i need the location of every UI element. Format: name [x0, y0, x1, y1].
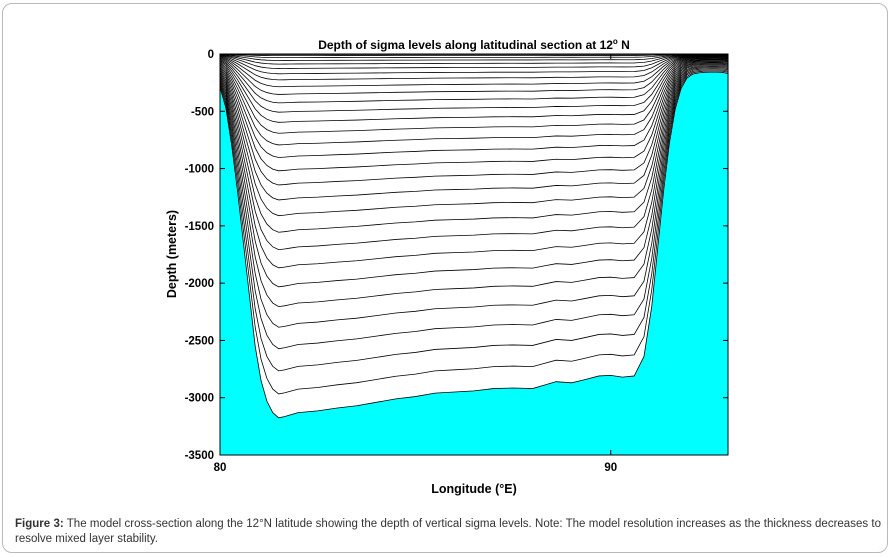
caption-text: The model cross-section along the 12°N l…	[15, 518, 881, 545]
x-tick-label: 80	[214, 462, 227, 474]
sigma-level-line	[220, 71, 728, 419]
y-tick-label: -500	[191, 106, 214, 118]
chart-title-suffix: N	[618, 38, 630, 52]
y-tick-label: 0	[208, 49, 214, 61]
sigma-level-line	[220, 54, 728, 69]
y-tick-label: -1000	[185, 164, 214, 176]
sigma-level-line	[220, 57, 728, 123]
y-axis-label: Depth (meters)	[165, 210, 179, 298]
sigma-level-line	[220, 54, 728, 75]
plot-frame	[219, 53, 729, 456]
sigma-level-line	[220, 58, 728, 146]
sigma-level-line	[220, 62, 728, 233]
sigma-level-line	[220, 57, 728, 134]
y-tick-label: -1500	[185, 221, 214, 233]
sigma-level-line	[220, 60, 728, 201]
sigma-level-line	[220, 56, 728, 104]
sigma-level-line	[220, 68, 728, 350]
y-tick-label: -3500	[185, 450, 214, 462]
y-tick-label: -2500	[185, 335, 214, 347]
sigma-level-line	[220, 63, 728, 251]
sigma-level-line	[220, 65, 728, 288]
sigma-level-line	[220, 67, 728, 328]
chart-title-degree: o	[613, 37, 618, 46]
sigma-level-line	[220, 69, 728, 372]
caption-label: Figure 3:	[15, 518, 64, 530]
chart-title-main: Depth of sigma levels along latitudinal …	[318, 38, 613, 52]
sigma-level-line	[220, 61, 728, 217]
sigma-level-line	[220, 70, 728, 395]
sigma-level-line	[220, 55, 728, 88]
sigma-level-line	[220, 55, 728, 95]
sigma-level-line	[220, 66, 728, 308]
sigma-level-line	[220, 59, 728, 172]
x-axis-label: Longitude (°E)	[431, 482, 517, 496]
sigma-level-line	[220, 60, 728, 186]
sigma-level-line	[220, 58, 728, 158]
chart-title: Depth of sigma levels along latitudinal …	[318, 37, 630, 52]
y-tick-label: -2000	[185, 278, 214, 290]
figure-caption: Figure 3: The model cross-section along …	[15, 517, 881, 547]
sigma-level-line	[220, 56, 728, 113]
x-tick-label: 90	[604, 462, 617, 474]
sigma-level-line	[220, 54, 728, 65]
sigma-level-line	[220, 64, 728, 269]
figure-frame	[2, 3, 888, 553]
y-tick-label: -3000	[185, 393, 214, 405]
sigma-level-line	[220, 54, 728, 81]
seabed-fill	[220, 72, 728, 455]
